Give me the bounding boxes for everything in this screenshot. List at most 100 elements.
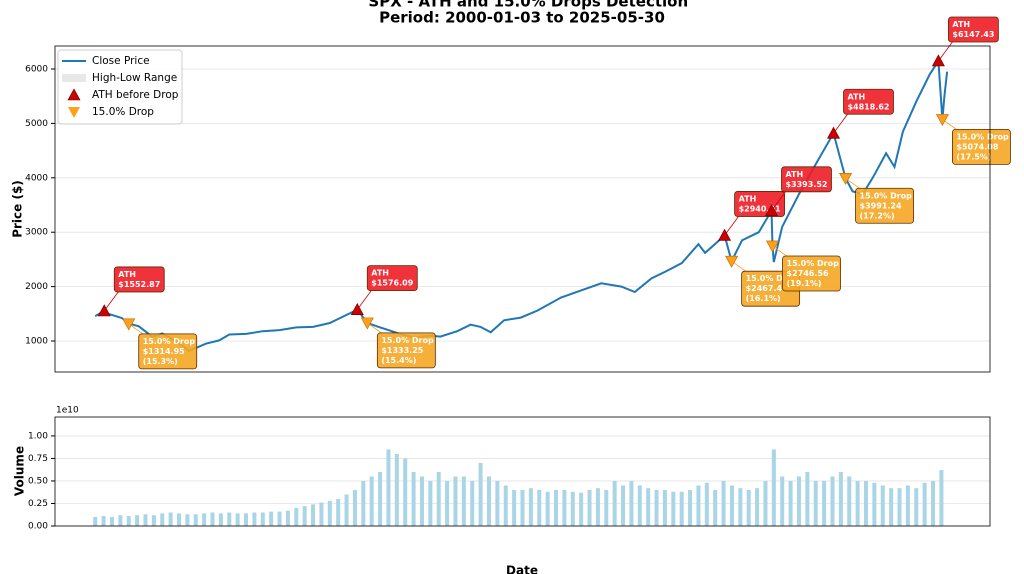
volume-bar <box>135 515 140 526</box>
volume-bar <box>260 512 265 526</box>
annotation-box <box>843 88 894 115</box>
volume-bar <box>604 489 609 526</box>
volume-bar <box>369 476 374 526</box>
volume-bar <box>311 504 316 526</box>
volume-bar <box>210 512 215 526</box>
volume-bar <box>595 488 600 526</box>
volume-bar <box>746 489 751 526</box>
y-tick-label: 0.75 <box>28 454 48 464</box>
plot-frame <box>54 45 991 373</box>
volume-bar <box>109 516 114 526</box>
annotation-label: ATH $4818.62 <box>847 92 889 111</box>
annotation-box <box>113 266 165 293</box>
drop-marker <box>935 114 949 127</box>
volume-bar <box>218 513 223 526</box>
y-axis-label: Volume <box>13 446 27 496</box>
volume-bar <box>235 513 240 526</box>
volume-bar <box>763 480 768 526</box>
volume-bar <box>880 485 885 526</box>
volume-bar <box>495 480 500 526</box>
volume-bar <box>931 480 936 526</box>
ath-marker <box>97 304 111 317</box>
volume-bar <box>713 489 718 526</box>
drop-marker <box>765 240 780 253</box>
volume-bar <box>478 462 483 526</box>
volume-bar <box>302 506 307 526</box>
volume-bar <box>847 476 852 526</box>
volume-bar <box>244 513 249 526</box>
volume-bar <box>118 515 123 526</box>
y-tick-label: 5000 <box>25 119 48 129</box>
annotation-box <box>366 265 418 292</box>
volume-bar <box>654 489 659 526</box>
volume-bar <box>738 488 743 526</box>
volume-bar <box>864 480 869 526</box>
drop-marker <box>725 255 739 268</box>
volume-bar <box>503 485 508 526</box>
volume-bar <box>185 514 190 526</box>
y-tick-label: 1000 <box>25 336 48 346</box>
drop-marker <box>360 317 374 330</box>
annotation-arrow <box>724 216 739 236</box>
volume-bar <box>587 489 592 526</box>
volume-bar <box>688 489 693 526</box>
ath-marker <box>718 228 732 241</box>
annotation-box <box>138 333 198 370</box>
volume-bar <box>386 449 391 526</box>
annotation-box <box>782 255 841 292</box>
offset-label: 1e10 <box>56 406 79 416</box>
volume-bar <box>294 507 299 526</box>
annotation-label: ATH $3393.52 <box>785 169 827 188</box>
chart-subtitle: Period: 2000-01-03 to 2025-05-30 <box>379 9 665 27</box>
volume-bar <box>554 489 559 526</box>
annotation-box <box>952 128 1011 165</box>
volume-bar <box>612 480 617 526</box>
volume-bar <box>755 488 760 526</box>
volume-bar <box>771 449 776 526</box>
annotation-label: 15.0% Drop $3991.24 (17.2%) <box>860 191 913 220</box>
volume-bar <box>176 513 181 526</box>
price-line <box>94 57 949 352</box>
volume-bar <box>93 516 98 526</box>
y-tick-label: 2000 <box>25 282 48 292</box>
volume-bar <box>562 489 567 526</box>
volume-bar <box>662 489 667 526</box>
volume-bar <box>168 512 173 526</box>
volume-bar <box>394 453 399 526</box>
volume-bar <box>445 480 450 526</box>
volume-bar <box>419 476 424 526</box>
volume-bar <box>872 482 877 526</box>
volume-bar <box>914 488 919 526</box>
volume-bar <box>461 476 466 526</box>
volume-bar <box>520 489 525 526</box>
annotation-label: ATH $1576.09 <box>371 268 413 287</box>
volume-bar <box>453 476 458 526</box>
volume-bar <box>939 470 944 526</box>
annotation-box <box>376 332 436 369</box>
volume-bar <box>822 480 827 526</box>
volume-bar <box>160 513 165 526</box>
y-tick-label: 3000 <box>25 228 48 238</box>
annotation-arrow <box>938 41 953 62</box>
volume-bar <box>889 488 894 526</box>
y-tick-label: 4000 <box>25 173 48 183</box>
x-axis-label: Date <box>506 564 538 574</box>
annotation-label: ATH $1552.87 <box>118 269 160 288</box>
volume-bar <box>629 480 634 526</box>
drop-marker <box>839 172 853 185</box>
annotation-box <box>947 16 999 43</box>
volume-bar <box>813 480 818 526</box>
volume-bar <box>470 480 475 526</box>
volume-bar <box>151 515 156 526</box>
legend-label: ATH before Drop <box>92 89 179 101</box>
plot-frame <box>54 416 991 527</box>
volume-bar <box>436 471 441 526</box>
annotation-label: 15.0% Drop $1314.95 (15.3%) <box>143 336 196 365</box>
volume-bar <box>202 513 207 526</box>
volume-bar <box>352 489 357 526</box>
annotation-box <box>781 166 832 193</box>
volume-bar <box>126 516 131 526</box>
volume-bar <box>537 489 542 526</box>
volume-bar <box>486 476 491 526</box>
